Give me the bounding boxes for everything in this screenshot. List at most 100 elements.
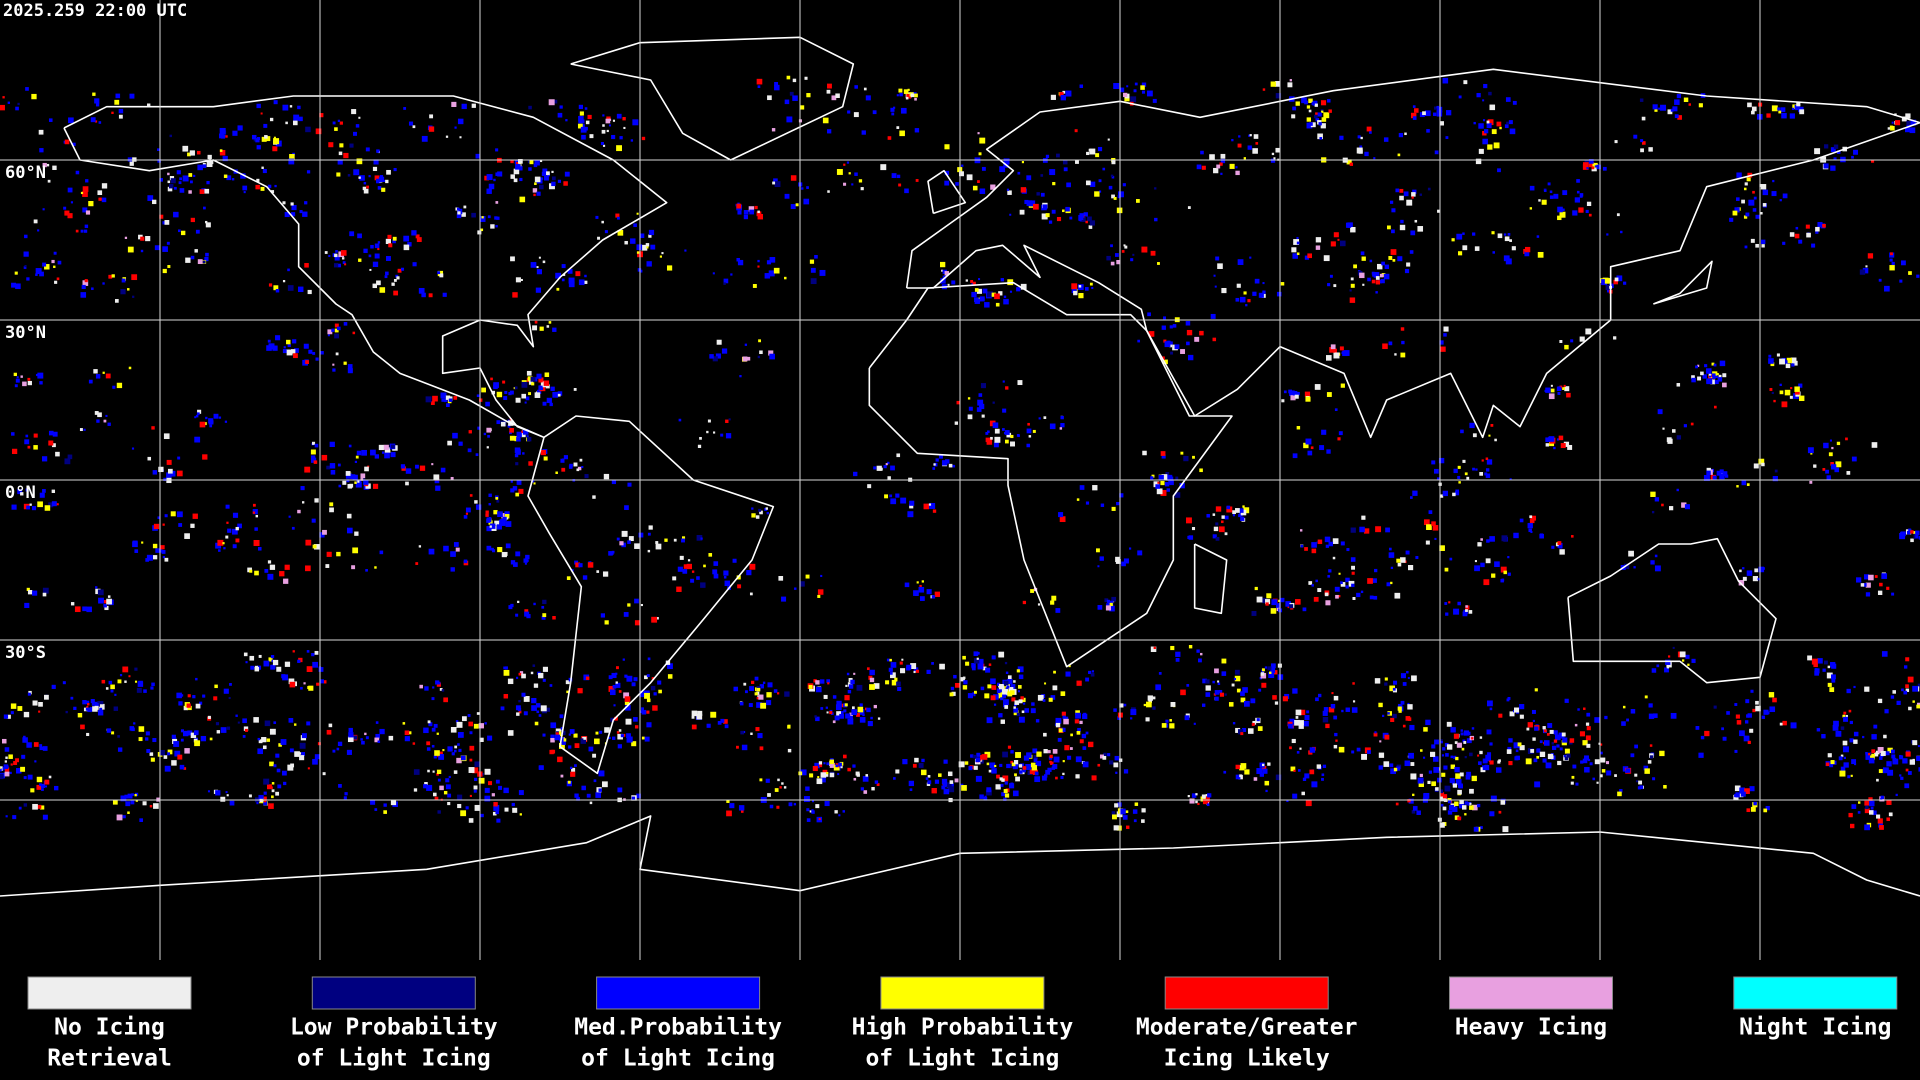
icing-pixel: [1483, 83, 1488, 89]
icing-pixel: [1865, 592, 1871, 597]
icing-pixel: [359, 175, 365, 181]
icing-pixel: [423, 727, 429, 734]
icing-pixel: [862, 776, 869, 782]
icing-pixel: [1482, 765, 1487, 771]
icing-pixel: [932, 509, 937, 513]
icing-pixel: [1153, 646, 1156, 650]
icing-pixel: [1016, 669, 1020, 673]
icing-pixel: [1830, 165, 1836, 171]
icing-pixel: [1868, 574, 1874, 581]
icing-pixel: [1407, 702, 1410, 705]
icing-pixel: [1416, 810, 1421, 815]
icing-pixel: [616, 731, 620, 734]
icing-pixel: [757, 355, 761, 359]
icing-pixel: [205, 416, 208, 420]
icing-pixel: [1270, 668, 1276, 673]
icing-pixel: [1341, 709, 1344, 713]
icing-pixel: [286, 339, 291, 345]
icing-pixel: [416, 237, 422, 243]
legend-item: Night Icing: [1733, 976, 1898, 1041]
icing-pixel: [569, 729, 575, 734]
icing-pixel: [301, 733, 307, 739]
icing-pixel: [1351, 583, 1355, 588]
icing-pixel: [1874, 575, 1878, 578]
icing-pixel: [617, 787, 623, 793]
icing-pixel: [1062, 772, 1065, 776]
icing-pixel: [168, 183, 174, 189]
icing-pixel: [1563, 754, 1567, 758]
icing-pixel: [301, 501, 305, 504]
icing-pixel: [412, 742, 416, 745]
icing-pixel: [759, 350, 763, 355]
icing-pixel: [1369, 595, 1374, 600]
icing-pixel: [1882, 767, 1889, 774]
icing-pixel: [495, 201, 499, 204]
icing-pixel: [36, 776, 43, 783]
icing-pixel: [374, 253, 380, 259]
icing-pixel: [322, 772, 326, 776]
icing-pixel: [195, 229, 200, 234]
icing-pixel: [519, 196, 526, 203]
icing-pixel: [1912, 685, 1919, 692]
icing-pixel: [1160, 481, 1165, 486]
icing-pixel: [1454, 815, 1460, 820]
icing-pixel: [219, 149, 223, 152]
icing-pixel: [1541, 199, 1547, 205]
graticule: [0, 0, 1920, 960]
icing-pixel: [991, 685, 997, 690]
icing-pixel: [1294, 719, 1300, 726]
icing-pixel: [468, 430, 472, 434]
icing-pixel: [1853, 739, 1858, 744]
icing-pixel: [1886, 761, 1892, 767]
icing-pixel: [1575, 782, 1579, 786]
icing-pixel: [1038, 417, 1041, 420]
icing-pixel: [524, 562, 527, 565]
icing-pixel: [495, 172, 499, 176]
icing-pixel: [77, 712, 83, 718]
icing-pixel: [468, 767, 475, 773]
icing-pixel: [1163, 316, 1166, 320]
icing-pixel: [504, 807, 509, 812]
icing-pixel: [1041, 775, 1047, 781]
icing-pixel: [1003, 295, 1007, 298]
icing-pixel: [1508, 120, 1513, 125]
icing-pixel: [3, 714, 9, 719]
icing-pixel: [550, 734, 555, 739]
icing-pixel: [1664, 667, 1669, 673]
icing-pixel: [177, 456, 181, 460]
icing-pixel: [1428, 510, 1433, 514]
legend-label: Moderate/Greater: [1136, 1015, 1358, 1041]
icing-pixel: [1831, 678, 1836, 683]
icing-pixel: [1244, 769, 1250, 775]
icing-pixel: [226, 521, 229, 524]
icing-pixel: [329, 507, 334, 513]
icing-pixel: [1291, 738, 1296, 744]
icing-pixel: [1754, 568, 1759, 573]
icing-pixel: [1742, 567, 1745, 570]
icing-pixel: [1349, 289, 1352, 292]
icing-pixel: [927, 774, 931, 778]
icing-pixel: [1268, 672, 1275, 679]
icing-pixel: [1367, 578, 1373, 584]
icing-pixel: [421, 135, 428, 142]
icing-pixel: [1002, 408, 1007, 413]
icing-pixel: [1805, 224, 1810, 229]
icing-pixel: [869, 677, 875, 683]
icing-pixel: [1834, 467, 1840, 473]
icing-pixel: [307, 767, 310, 770]
icing-pixel: [1714, 380, 1719, 384]
icing-pixel: [1317, 539, 1323, 545]
icing-pixel: [1908, 706, 1912, 711]
icing-pixel: [1719, 360, 1726, 367]
icing-pixel: [896, 453, 901, 458]
icing-pixel: [973, 694, 976, 697]
icing-pixel: [1471, 727, 1475, 730]
icing-pixel: [1396, 558, 1401, 563]
icing-pixel: [171, 760, 177, 766]
icing-pixel: [1458, 251, 1463, 256]
icing-pixel: [1290, 766, 1296, 772]
icing-pixel: [515, 164, 521, 170]
icing-pixel: [496, 391, 503, 398]
icing-pixel: [610, 551, 614, 555]
icing-pixel: [355, 481, 362, 488]
